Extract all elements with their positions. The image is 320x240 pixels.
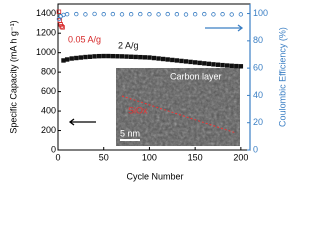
point: [229, 63, 234, 69]
point: [106, 53, 111, 59]
point: [174, 12, 180, 17]
point: [101, 12, 106, 17]
inset-label: Carbon layer: [170, 71, 222, 81]
y2-tick-label: 0: [253, 144, 258, 154]
x-tick-label: 150: [188, 152, 203, 162]
y2-tick-label: 100: [253, 8, 268, 18]
point: [147, 12, 152, 17]
point: [220, 62, 225, 68]
y2-tick-label: 60: [253, 63, 263, 73]
point: [220, 12, 225, 17]
point: [83, 12, 88, 17]
y-tick-label: 1200: [36, 28, 56, 38]
point: [110, 11, 116, 17]
x-tick-label: 100: [142, 152, 157, 162]
point: [197, 60, 202, 66]
point: [147, 55, 152, 60]
point: [165, 11, 170, 17]
point: [206, 61, 212, 67]
point: [96, 53, 102, 59]
point: [87, 54, 93, 59]
point: [128, 12, 134, 17]
point: [138, 54, 143, 60]
point: [238, 64, 244, 69]
y2-axis-label: Coulombic Efficiency (%): [277, 27, 287, 127]
x-axis-label: Cycle Number: [126, 171, 183, 181]
point: [119, 54, 125, 59]
point: [202, 61, 207, 66]
point: [56, 9, 62, 14]
point: [74, 55, 79, 61]
point: [234, 63, 239, 69]
point: [138, 11, 143, 17]
point: [183, 59, 189, 64]
y2-tick-label: 20: [253, 117, 263, 127]
inset-label: SiOx: [128, 105, 148, 115]
point: [238, 12, 244, 17]
point: [174, 58, 180, 63]
point: [61, 58, 66, 63]
point: [133, 54, 138, 60]
y-tick-label: 800: [41, 67, 56, 77]
x-tick-label: 0: [55, 152, 60, 162]
point: [215, 62, 221, 67]
y-tick-label: 0: [51, 144, 56, 154]
inset-image: [116, 68, 240, 146]
point: [69, 56, 74, 61]
point: [151, 55, 157, 61]
point: [156, 12, 161, 17]
point: [115, 54, 120, 59]
point: [170, 57, 175, 63]
point: [83, 54, 88, 60]
point: [60, 25, 65, 30]
point: [101, 53, 106, 59]
chart: Carbon layer SiOx 5 nm Specific Capacity…: [8, 3, 287, 181]
y-tick-label: 200: [41, 125, 56, 135]
point: [78, 55, 84, 60]
y2-tick-label: 40: [253, 90, 263, 100]
y-tick-label: 400: [41, 105, 56, 115]
point: [124, 54, 129, 59]
point: [59, 24, 64, 29]
y-tick-label: 600: [41, 86, 56, 96]
annotation: 0.05 A/g: [68, 34, 101, 44]
arrows: [68, 24, 244, 126]
point: [192, 60, 198, 65]
point: [64, 12, 70, 17]
point: [64, 57, 70, 62]
point: [119, 12, 125, 17]
point: [160, 56, 166, 62]
annotation: 2 A/g: [118, 40, 139, 50]
point: [202, 11, 207, 17]
y-tick-label: 1400: [36, 8, 56, 18]
point: [92, 54, 97, 59]
point: [183, 12, 189, 17]
point: [128, 54, 134, 59]
x-tick-label: 200: [233, 152, 248, 162]
point: [229, 12, 234, 17]
point: [188, 59, 193, 65]
y-axis-label: Specific Capacity (mA h g⁻¹): [8, 20, 18, 133]
point: [142, 55, 148, 60]
point: [165, 57, 170, 62]
point: [224, 63, 230, 68]
point: [211, 62, 216, 67]
point: [110, 53, 116, 59]
x-tick-label: 50: [99, 152, 109, 162]
y-tick-label: 1000: [36, 47, 56, 57]
point: [179, 58, 184, 64]
point: [192, 12, 198, 17]
point: [74, 11, 79, 17]
point: [211, 12, 216, 17]
inset-label: 5 nm: [120, 128, 140, 138]
y2-tick-label: 80: [253, 35, 263, 45]
point: [156, 56, 161, 61]
point: [92, 11, 97, 17]
